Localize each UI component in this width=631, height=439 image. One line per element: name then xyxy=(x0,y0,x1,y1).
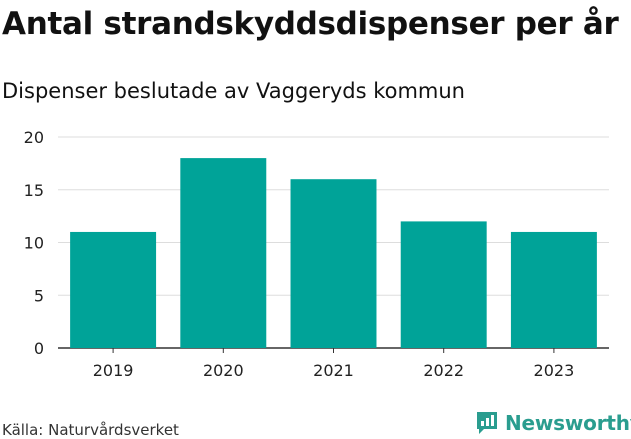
y-tick-label: 15 xyxy=(24,181,44,200)
bar-2019 xyxy=(70,231,157,348)
x-axis: 2019 2020 2021 2022 2023 xyxy=(93,348,575,380)
bar-chart: 0 5 10 15 20 2019 2020 2021 2022 2023 xyxy=(24,128,609,380)
x-tick-label: 2022 xyxy=(423,361,464,380)
bar-2020 xyxy=(180,158,267,348)
y-tick-label: 20 xyxy=(24,128,44,147)
x-tick-label: 2019 xyxy=(93,361,134,380)
y-axis: 0 5 10 15 20 xyxy=(24,128,44,358)
bars xyxy=(70,158,597,348)
chart-subtitle: Dispenser beslutade av Vaggeryds kommun xyxy=(2,79,465,103)
newsworthy-logo: Newsworthy xyxy=(475,409,631,437)
y-tick-label: 10 xyxy=(24,234,44,253)
bar-2021 xyxy=(290,179,377,348)
brand-name: Newsworthy xyxy=(505,411,631,435)
bar-2022 xyxy=(400,221,487,348)
x-tick-label: 2023 xyxy=(534,361,575,380)
x-tick-label: 2020 xyxy=(203,361,244,380)
source-note: Källa: Naturvårdsverket xyxy=(2,421,179,439)
chart-title: Antal strandskyddsdispenser per år xyxy=(2,6,619,42)
x-tick-label: 2021 xyxy=(313,361,354,380)
y-tick-label: 5 xyxy=(34,286,44,305)
newsworthy-icon xyxy=(477,412,497,434)
bar-2023 xyxy=(510,231,597,348)
y-tick-label: 0 xyxy=(34,339,44,358)
